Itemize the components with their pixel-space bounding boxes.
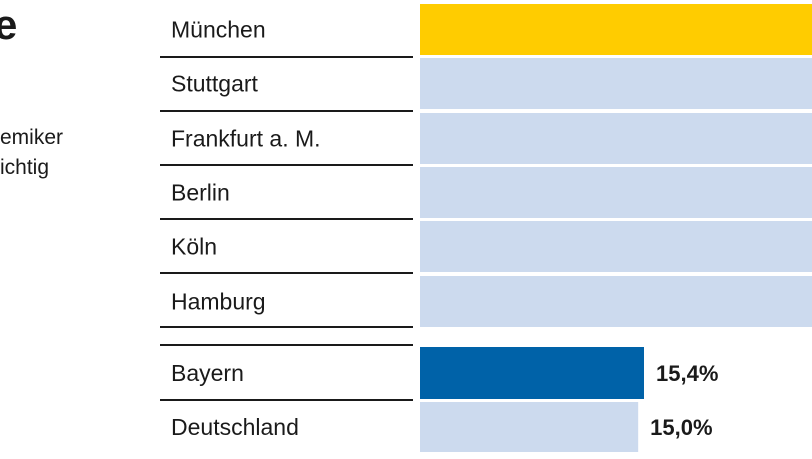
value-label-7: 15,0% [650, 415, 712, 440]
bar-7 [420, 402, 639, 452]
category-labels: München Stuttgart Frankfurt a. M. Berlin Köl… [171, 17, 321, 441]
subtitle-line-1: emiker [0, 126, 64, 149]
value-label-6: 15,4% [656, 361, 718, 386]
bar-1 [420, 58, 812, 109]
category-label-3: Berlin [171, 180, 230, 206]
category-label-0: München [171, 17, 266, 43]
header-panel: e emiker ichtig [0, 0, 150, 459]
category-label-2: Frankfurt a. M. [171, 126, 321, 152]
value-labels: 15,4% 15,0% [650, 361, 718, 440]
category-label-5: Hamburg [171, 289, 266, 315]
row-dividers [160, 56, 413, 401]
category-label-4: Köln [171, 234, 217, 260]
bar-0 [420, 4, 812, 55]
category-label-6: Bayern [171, 360, 244, 386]
bar-3 [420, 167, 812, 218]
bar-6 [420, 347, 644, 399]
bars-layer [420, 4, 812, 452]
category-label-1: Stuttgart [171, 71, 259, 97]
category-label-7: Deutschland [171, 414, 299, 440]
subtitle-line-2: ichtig [0, 156, 50, 179]
bar-5 [420, 276, 812, 327]
bar-2 [420, 113, 812, 164]
chart-title-fragment: e [0, 1, 18, 48]
bar-4 [420, 221, 812, 272]
